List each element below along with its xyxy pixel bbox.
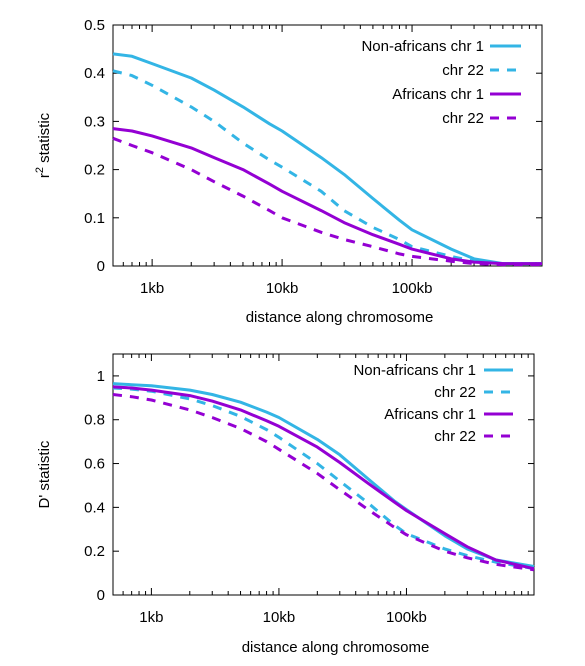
x-tick-label: 100kb: [392, 280, 433, 297]
series-line-0: [112, 52, 542, 266]
series-line-3: [112, 393, 535, 572]
legend-label-0: Non-africans chr 1: [353, 362, 476, 379]
legend-label-2: Africans chr 1: [392, 86, 484, 103]
y-axis-label: D' statistic: [36, 440, 53, 508]
y-tick-label: 0: [97, 587, 105, 604]
x-tick-label: 10kb: [266, 280, 299, 297]
legend-label-0: Non-africans chr 1: [361, 38, 484, 55]
y-axis-label: r2 statistic: [34, 112, 53, 178]
y-tick-label: 0: [97, 258, 105, 275]
x-tick-label: 1kb: [139, 609, 163, 626]
y-tick-label: 0.2: [84, 543, 105, 560]
series-line-3: [112, 136, 542, 267]
y-tick-label: 0.6: [84, 456, 105, 473]
plot-frame: [112, 24, 543, 267]
legend-label-1: chr 22: [434, 384, 476, 401]
legend-label-3: chr 22: [434, 428, 476, 445]
r2-chart: 0 0.1 0.2 0.3 0.4 0.5 1kb 10kb 100kb distance alo…: [34, 17, 543, 326]
series-line-1: [112, 69, 542, 266]
series-line-2: [112, 127, 542, 266]
y-tick-label: 0.2: [84, 162, 105, 179]
y-tick-label: 0.4: [84, 65, 105, 82]
legend-label-1: chr 22: [442, 62, 484, 79]
x-axis-label: distance along chromosome: [246, 309, 434, 326]
legend-label-3: chr 22: [442, 110, 484, 127]
series-line-0: [112, 382, 535, 568]
y-tick-label: 0.5: [84, 17, 105, 34]
dprime-chart: 0 0.2 0.4 0.6 0.8 1 1kb 10kb 100kb distance along…: [36, 353, 535, 656]
plot-frame: [112, 353, 535, 596]
y-tick-label: 0.1: [84, 210, 105, 227]
series-line-2: [112, 385, 535, 571]
y-tick-label: 0.4: [84, 499, 105, 516]
series-line-1: [112, 386, 535, 571]
x-tick-label: 1kb: [140, 280, 164, 297]
y-tick-label: 0.8: [84, 412, 105, 429]
x-tick-label: 10kb: [263, 609, 296, 626]
y-tick-label: 1: [97, 368, 105, 385]
legend-label-2: Africans chr 1: [384, 406, 476, 423]
x-axis-label: distance along chromosome: [242, 639, 430, 656]
x-tick-label: 100kb: [386, 609, 427, 626]
y-tick-label: 0.3: [84, 113, 105, 130]
